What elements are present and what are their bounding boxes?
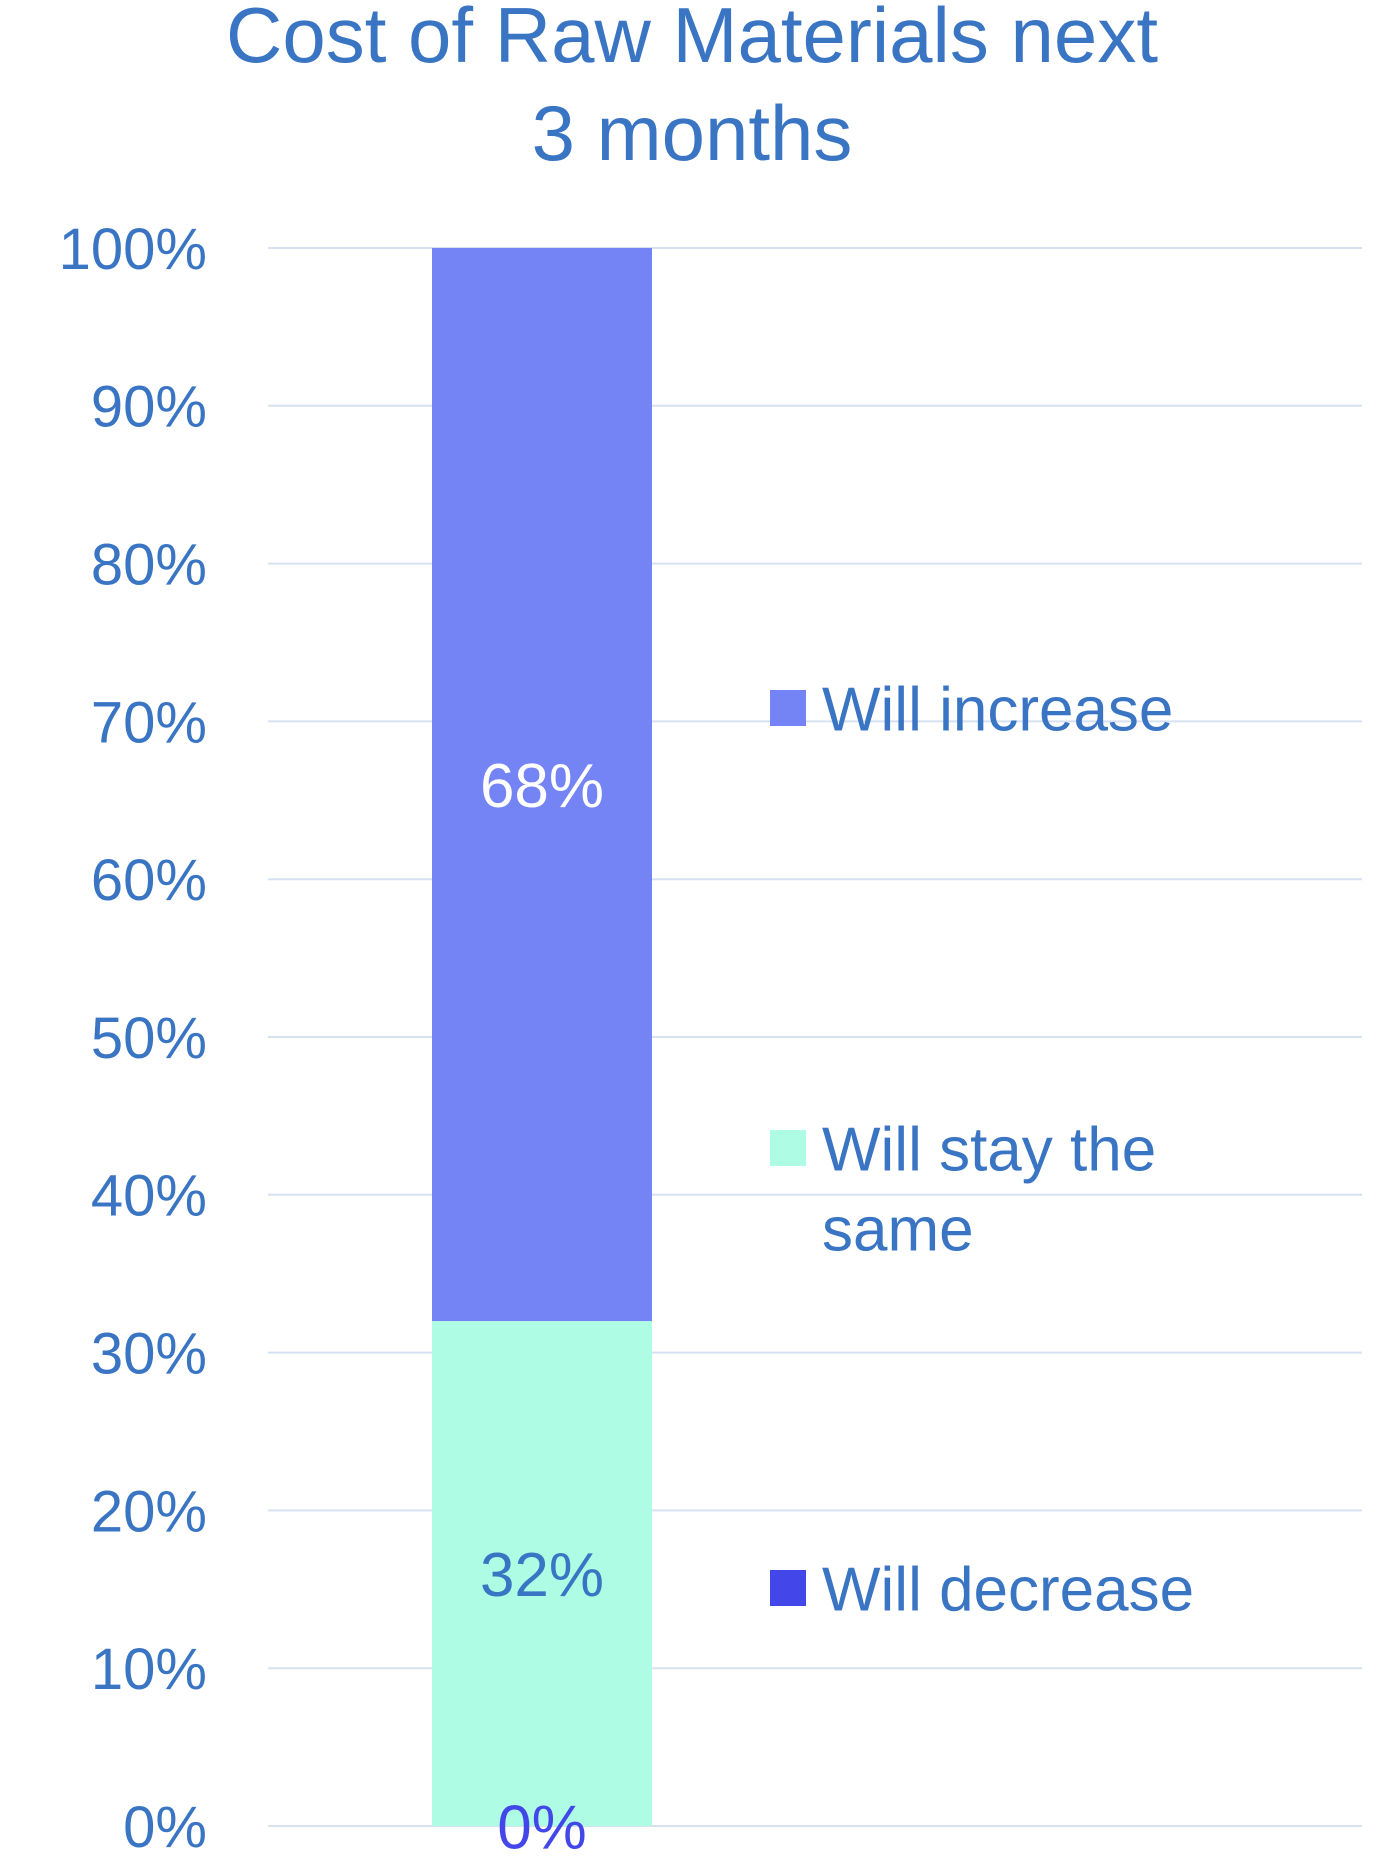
data-label: 32% xyxy=(480,1541,604,1610)
legend-swatch xyxy=(770,1130,806,1166)
chart-title: Cost of Raw Materials next 3 months xyxy=(226,0,1158,177)
y-tick-label: 10% xyxy=(91,1637,207,1702)
y-tick-label: 30% xyxy=(91,1321,207,1386)
data-label: 0% xyxy=(497,1793,587,1859)
y-tick-label: 80% xyxy=(91,532,207,597)
y-tick-label: 60% xyxy=(91,848,207,913)
y-tick-label: 50% xyxy=(91,1006,207,1071)
chart-title-line: Cost of Raw Materials next xyxy=(226,0,1158,79)
y-tick-label: 70% xyxy=(91,690,207,755)
y-tick-label: 40% xyxy=(91,1164,207,1229)
bar-segment xyxy=(432,248,652,1322)
data-labels: 0% 32% 68% xyxy=(480,752,604,1859)
legend-label: Will stay the same xyxy=(822,1115,1156,1264)
data-label: 68% xyxy=(480,752,604,821)
legend: Will increase Will stay the same Will decre… xyxy=(770,675,1194,1624)
chart-title-line: 3 months xyxy=(532,89,853,177)
bar-segment xyxy=(432,1321,652,1826)
y-tick-label: 100% xyxy=(59,217,207,282)
legend-swatch xyxy=(770,1570,806,1606)
y-tick-label: 0% xyxy=(123,1795,207,1859)
y-tick-label: 20% xyxy=(91,1479,207,1544)
legend-label: Will decrease xyxy=(822,1555,1194,1624)
legend-label: Will increase xyxy=(822,675,1173,744)
y-axis-tick-labels: 0% 10% 20% 30% 40% 50% 60% 70% 80% 90% 100% xyxy=(59,217,207,1859)
y-tick-label: 90% xyxy=(91,375,207,440)
legend-swatch xyxy=(770,690,806,726)
bar-stack xyxy=(432,248,652,1826)
